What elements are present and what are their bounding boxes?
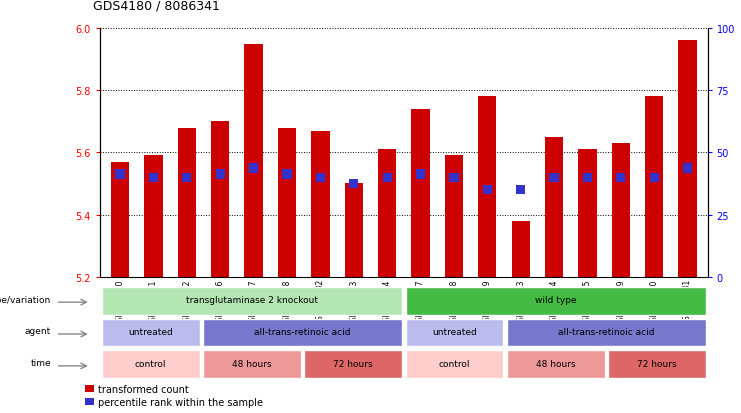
Bar: [482, 185, 492, 195]
Bar: [85, 385, 95, 392]
Bar: [516, 185, 525, 195]
Bar: [111, 162, 129, 277]
Bar: [405, 319, 503, 347]
Bar: [405, 287, 706, 315]
Text: control: control: [439, 359, 471, 368]
Bar: [149, 173, 158, 183]
Bar: [679, 41, 697, 277]
Text: all-trans-retinoic acid: all-trans-retinoic acid: [558, 328, 654, 337]
Bar: [349, 179, 359, 189]
Bar: [282, 170, 292, 179]
Bar: [144, 156, 162, 277]
Bar: [382, 173, 392, 183]
Bar: [611, 144, 630, 277]
Bar: [378, 150, 396, 277]
Bar: [449, 173, 459, 183]
Bar: [411, 109, 430, 277]
Text: genotype/variation: genotype/variation: [0, 295, 51, 304]
Bar: [216, 170, 225, 179]
Text: 72 hours: 72 hours: [333, 359, 373, 368]
Bar: [102, 287, 402, 315]
Bar: [245, 45, 263, 277]
Bar: [85, 398, 95, 406]
Text: transformed count: transformed count: [98, 384, 189, 394]
Bar: [278, 128, 296, 277]
Bar: [578, 150, 597, 277]
Bar: [507, 319, 706, 347]
Bar: [316, 173, 325, 183]
Bar: [305, 351, 402, 378]
Bar: [203, 351, 301, 378]
Bar: [545, 138, 563, 277]
Text: transglutaminase 2 knockout: transglutaminase 2 knockout: [186, 296, 318, 305]
Bar: [683, 164, 692, 173]
Bar: [550, 173, 559, 183]
Bar: [507, 351, 605, 378]
Bar: [102, 351, 199, 378]
Text: percentile rank within the sample: percentile rank within the sample: [98, 397, 263, 407]
Bar: [182, 173, 191, 183]
Bar: [116, 170, 124, 179]
Text: untreated: untreated: [128, 328, 173, 337]
Bar: [102, 319, 199, 347]
Bar: [650, 173, 659, 183]
Bar: [178, 128, 196, 277]
Bar: [416, 170, 425, 179]
Bar: [345, 184, 363, 277]
Bar: [405, 351, 503, 378]
Text: agent: agent: [24, 327, 51, 336]
Bar: [211, 122, 230, 277]
Text: 72 hours: 72 hours: [637, 359, 677, 368]
Text: 48 hours: 48 hours: [536, 359, 576, 368]
Bar: [645, 97, 663, 277]
Bar: [583, 173, 592, 183]
Bar: [617, 173, 625, 183]
Bar: [311, 131, 330, 277]
Text: time: time: [30, 358, 51, 368]
Text: untreated: untreated: [432, 328, 477, 337]
Text: wild type: wild type: [535, 296, 576, 305]
Bar: [478, 97, 496, 277]
Text: control: control: [135, 359, 167, 368]
Bar: [511, 221, 530, 277]
Text: 48 hours: 48 hours: [232, 359, 272, 368]
Text: all-trans-retinoic acid: all-trans-retinoic acid: [254, 328, 350, 337]
Bar: [249, 164, 258, 173]
Bar: [203, 319, 402, 347]
Bar: [445, 156, 463, 277]
Bar: [608, 351, 706, 378]
Text: GDS4180 / 8086341: GDS4180 / 8086341: [93, 0, 219, 12]
